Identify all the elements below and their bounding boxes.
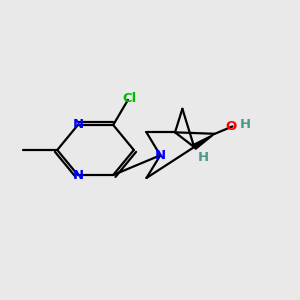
Text: N: N <box>72 169 83 182</box>
Text: N: N <box>72 118 83 131</box>
Text: Cl: Cl <box>122 92 136 105</box>
Polygon shape <box>193 134 215 149</box>
Text: N: N <box>155 149 166 162</box>
Text: H: H <box>197 151 208 164</box>
Text: O: O <box>225 120 237 133</box>
Text: H: H <box>240 118 251 131</box>
